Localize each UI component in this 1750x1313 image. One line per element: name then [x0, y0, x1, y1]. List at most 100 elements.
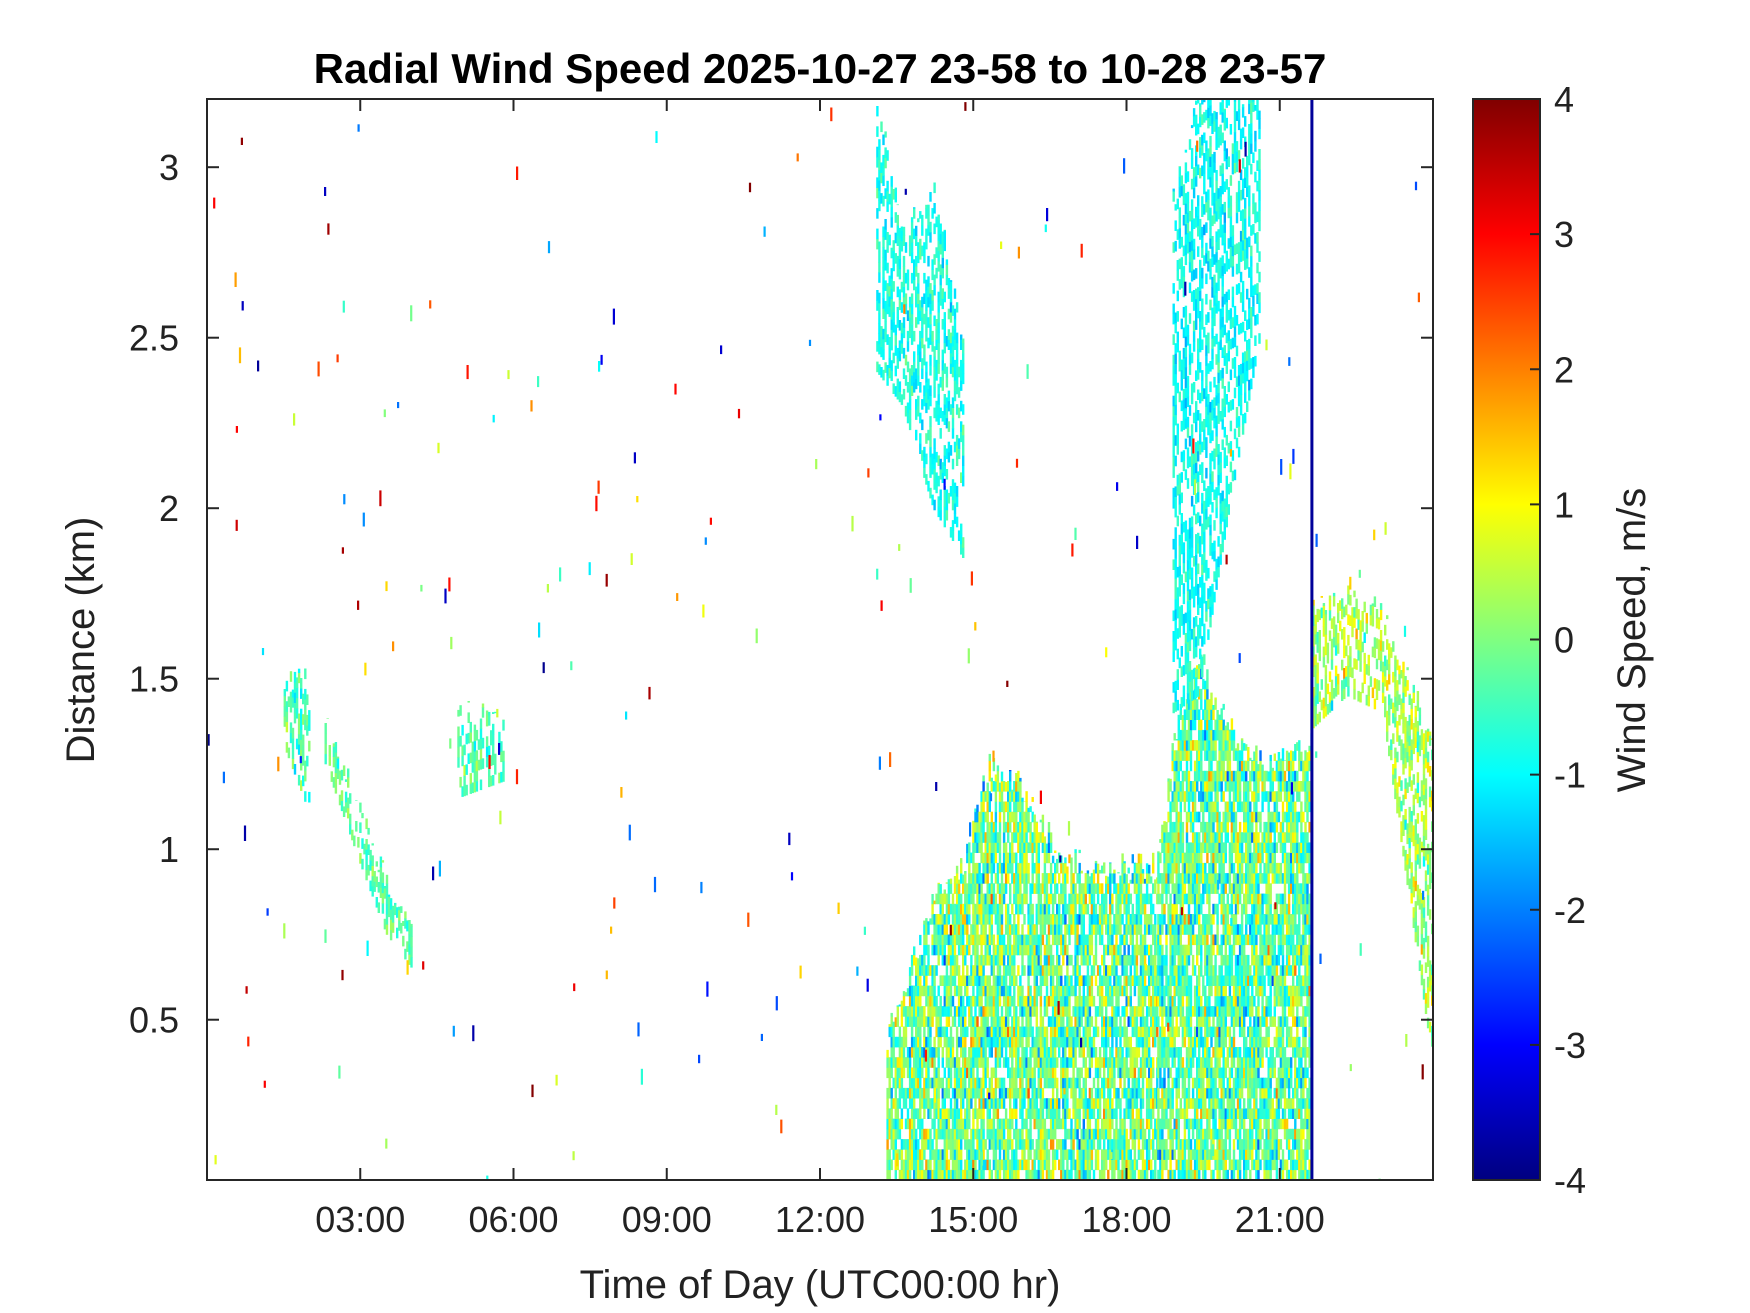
- heatmap-cell: [1062, 985, 1065, 997]
- heatmap-cell: [1249, 862, 1252, 874]
- heatmap-cell: [1127, 1087, 1130, 1099]
- heatmap-cell: [1143, 878, 1147, 884]
- heatmap-cell: [1084, 934, 1087, 946]
- heatmap-cell: [890, 1139, 893, 1150]
- heatmap-cell: [935, 1006, 938, 1017]
- heatmap-cell: [982, 893, 985, 905]
- heatmap-cell: [1074, 1108, 1077, 1119]
- heatmap-cell: [1236, 1016, 1240, 1027]
- heatmap-cell: [978, 821, 981, 833]
- heatmap-cell: [1092, 954, 1096, 966]
- heatmap-cell: [1105, 995, 1108, 1007]
- heatmap-cell: [1094, 954, 1098, 966]
- heatmap-cell: [1041, 924, 1045, 935]
- heatmap-cell: [1125, 883, 1128, 894]
- heatmap-cell: [1173, 801, 1176, 813]
- heatmap-cell: [1208, 709, 1211, 720]
- heatmap-cell: [1222, 893, 1225, 905]
- heatmap-cell: [1175, 739, 1178, 741]
- heatmap-cell: [933, 1108, 936, 1119]
- heatmap-cell: [1086, 1026, 1090, 1038]
- heatmap-cell: [1105, 1006, 1108, 1017]
- heatmap-cell: [947, 944, 951, 956]
- heatmap-cell: [1230, 903, 1234, 915]
- heatmap-cell: [1238, 862, 1242, 874]
- heatmap-cell: [1161, 1077, 1164, 1089]
- heatmap-cell: [1157, 1036, 1160, 1048]
- heatmap-cell: [900, 1016, 904, 1027]
- heatmap-cell: [1041, 1016, 1045, 1027]
- heatmap-cell: [1096, 985, 1100, 997]
- heatmap-cell: [1141, 1016, 1145, 1027]
- heatmap-cell: [1240, 924, 1244, 935]
- heatmap-cell: [1051, 1077, 1055, 1089]
- heatmap-cell: [974, 883, 977, 894]
- heatmap-cell: [898, 1149, 902, 1160]
- heatmap-cell: [1202, 821, 1205, 833]
- heatmap-cell: [1086, 965, 1090, 976]
- heatmap-cell: [1230, 1087, 1234, 1099]
- heatmap-cell: [1191, 781, 1195, 792]
- heatmap-cell: [986, 893, 989, 905]
- heatmap-cell: [1070, 893, 1073, 905]
- heatmap-cell: [1039, 1036, 1043, 1048]
- heatmap-cell: [943, 1108, 946, 1119]
- heatmap-cell: [1226, 965, 1229, 976]
- heatmap-cell: [933, 995, 936, 1007]
- heatmap-cell: [1243, 954, 1246, 966]
- heatmap-cell: [955, 1077, 959, 1089]
- heatmap-cell: [1218, 1098, 1221, 1109]
- heatmap-cell: [1043, 975, 1047, 986]
- heatmap-cell: [1009, 934, 1012, 946]
- heatmap-cell: [1177, 1149, 1180, 1160]
- heatmap-cell: [949, 1006, 953, 1017]
- heatmap-cell: [1220, 965, 1223, 976]
- heatmap-cell: [1189, 852, 1193, 864]
- heatmap-cell: [1179, 934, 1182, 946]
- heatmap-cell: [1082, 1087, 1085, 1099]
- heatmap-cell: [1177, 975, 1180, 986]
- heatmap-cell: [1033, 975, 1036, 986]
- heatmap-cell: [1039, 1047, 1043, 1058]
- heatmap-cell: [1245, 1159, 1248, 1171]
- heatmap-cell: [1019, 781, 1022, 792]
- heatmap-cell: [1060, 1159, 1063, 1171]
- heatmap-cell: [931, 934, 934, 946]
- heatmap-cell: [1196, 665, 1199, 669]
- heatmap-cell: [1210, 944, 1213, 956]
- heatmap-cell: [925, 1159, 928, 1171]
- heatmap-cell: [1154, 1169, 1157, 1180]
- heatmap-cell: [1245, 975, 1248, 986]
- heatmap-cell: [1021, 903, 1024, 915]
- heatmap-cell: [1185, 1139, 1189, 1150]
- heatmap-cell: [1054, 1026, 1057, 1038]
- heatmap-cell: [1243, 821, 1246, 833]
- heatmap-cell: [1072, 1047, 1075, 1058]
- heatmap-cell: [937, 954, 940, 966]
- heatmap-cell: [1202, 873, 1205, 884]
- heatmap-cell: [890, 1108, 893, 1119]
- heatmap-cell: [1175, 985, 1178, 997]
- heatmap-cell: [1206, 678, 1209, 690]
- heatmap-cell: [1173, 750, 1176, 761]
- heatmap-cell: [1236, 1128, 1240, 1140]
- heatmap-cell: [1210, 832, 1213, 843]
- heatmap-cell: [1111, 1139, 1114, 1150]
- heatmap-cell: [1171, 965, 1174, 976]
- heatmap-cell: [1191, 1057, 1195, 1068]
- heatmap-cell: [1015, 1006, 1018, 1017]
- heatmap-cell: [1214, 781, 1217, 792]
- heatmap-cell: [972, 852, 975, 864]
- heatmap-cell: [1196, 842, 1199, 853]
- heatmap-cell: [1210, 801, 1213, 813]
- heatmap-cell: [1051, 914, 1055, 925]
- heatmap-cell: [1206, 893, 1209, 905]
- heatmap-cell: [1133, 1128, 1137, 1140]
- heatmap-cell: [1019, 934, 1022, 946]
- heatmap-cell: [910, 1077, 914, 1089]
- heatmap-cell: [902, 1026, 906, 1038]
- heatmap-cell: [1214, 1108, 1217, 1119]
- heatmap-cell: [960, 1108, 963, 1119]
- heatmap-cell: [1238, 1077, 1242, 1089]
- heatmap-cell: [986, 1006, 989, 1017]
